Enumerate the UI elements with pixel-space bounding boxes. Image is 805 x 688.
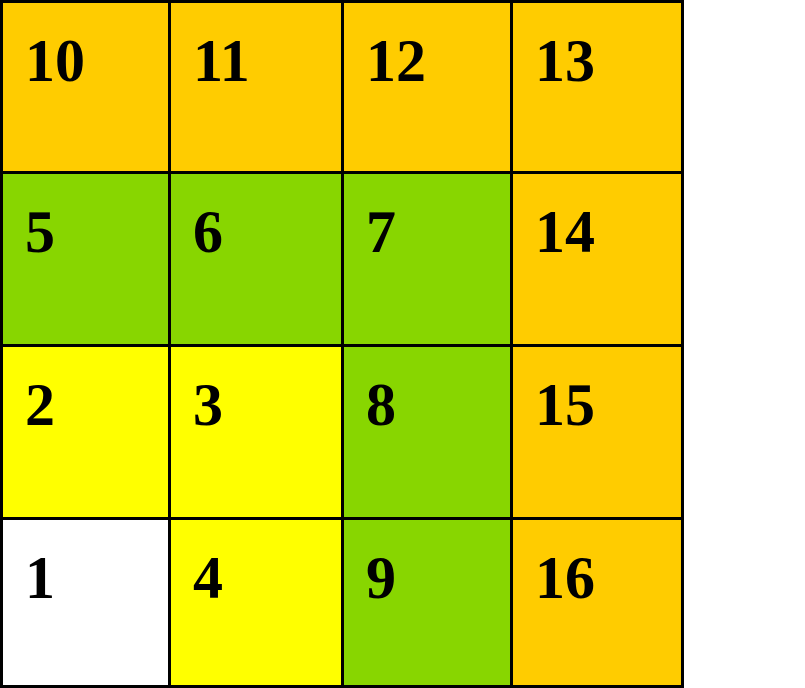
cell-number: 15 [535,372,595,438]
grid-cell-12: 12 [341,0,513,174]
grid-cell-9: 9 [341,517,513,688]
grid-cell-7: 7 [341,171,513,347]
grid-cell-3: 3 [168,344,344,520]
cell-number: 6 [193,199,223,265]
cell-number: 10 [25,28,85,94]
grid-cell-2: 2 [0,344,171,520]
grid-cell-5: 5 [0,171,171,347]
cell-number: 2 [25,372,55,438]
grid-cell-4: 4 [168,517,344,688]
grid-cell-6: 6 [168,171,344,347]
grid-cell-8: 8 [341,344,513,520]
cell-number: 11 [193,28,250,94]
cell-number: 9 [366,545,396,611]
cell-number: 13 [535,28,595,94]
cell-number: 3 [193,372,223,438]
grid-cell-1: 1 [0,517,171,688]
cell-number: 7 [366,199,396,265]
cell-number: 5 [25,199,55,265]
number-grid: 10 11 12 13 5 6 7 14 2 3 8 15 1 4 9 16 [0,0,684,688]
grid-cell-14: 14 [510,171,684,347]
grid-cell-13: 13 [510,0,684,174]
cell-number: 4 [193,545,223,611]
cell-number: 14 [535,199,595,265]
grid-cell-10: 10 [0,0,171,174]
grid-cell-11: 11 [168,0,344,174]
grid-cell-16: 16 [510,517,684,688]
cell-number: 1 [25,545,55,611]
cell-number: 8 [366,372,396,438]
grid-cell-15: 15 [510,344,684,520]
cell-number: 16 [535,545,595,611]
cell-number: 12 [366,28,426,94]
